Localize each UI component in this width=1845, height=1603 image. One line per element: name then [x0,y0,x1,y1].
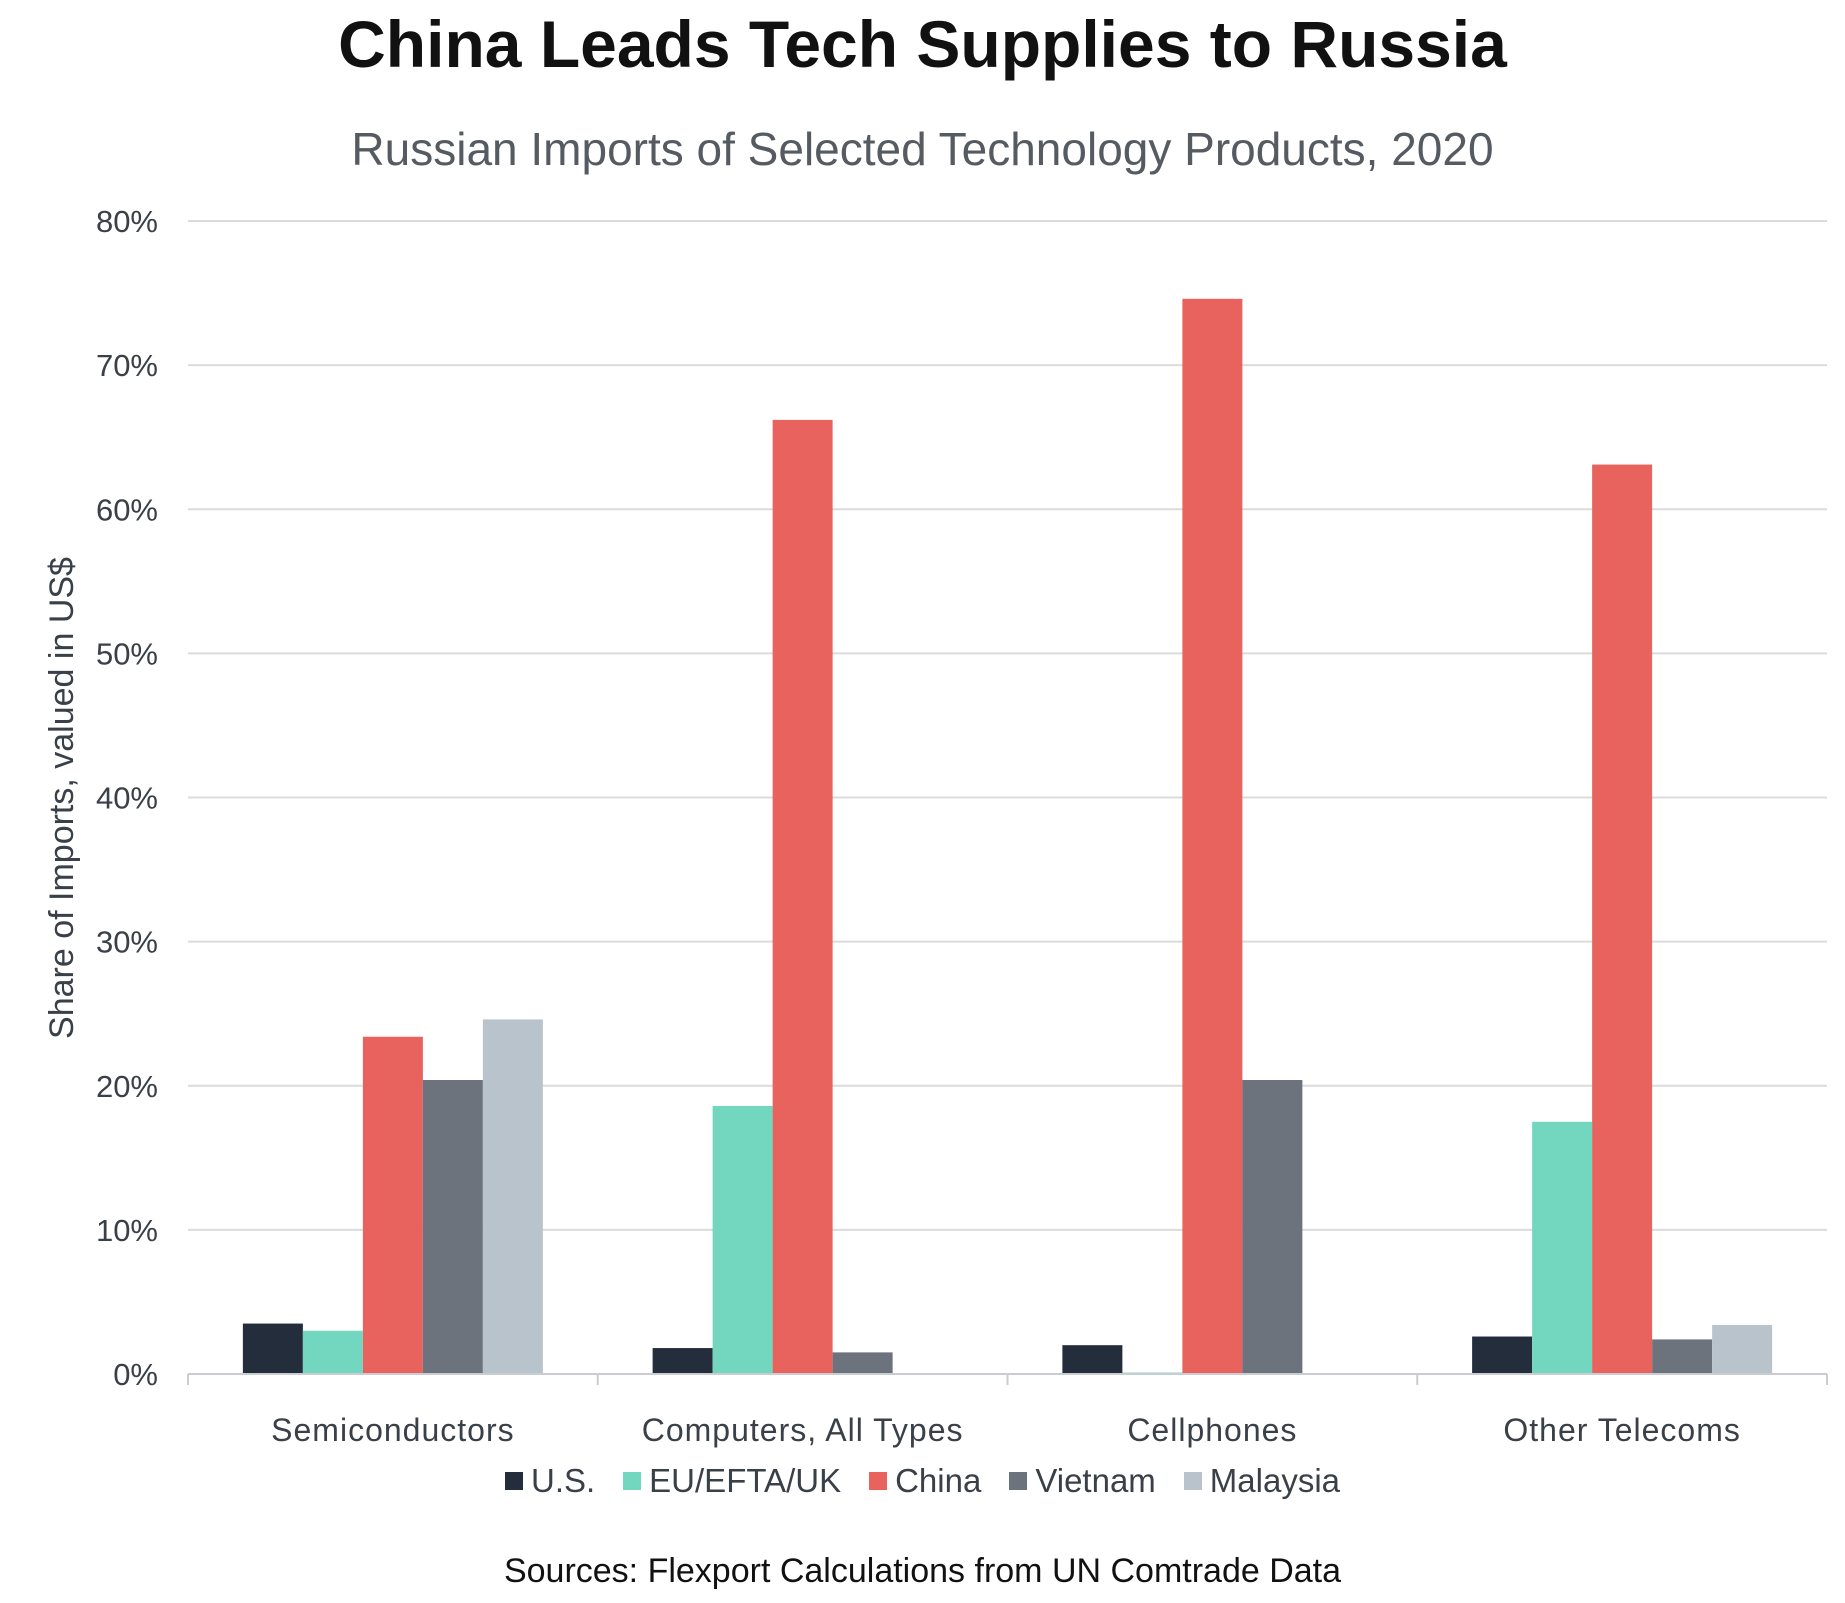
chart-title: China Leads Tech Supplies to Russia [338,7,1507,81]
x-tick-label: Semiconductors [271,1412,514,1448]
bar-china-1 [772,419,833,1375]
legend: U.S. EU/EFTA/UK China Vietnam Malaysia [0,1462,1845,1500]
bar-vietnam-2 [1242,1079,1303,1374]
legend-item: U.S. [504,1462,596,1500]
y-tick-label: 20% [96,1069,158,1104]
legend-swatch [504,1472,523,1490]
bars [242,298,1773,1375]
y-axis-label: Share of Imports, valued in US$ [43,557,81,1039]
legend-swatch [1009,1472,1028,1490]
legend-label: U.S. [530,1462,596,1499]
bar-u-s--0 [242,1323,303,1374]
y-tick-label: 50% [96,636,158,671]
legend-item: Malaysia [1183,1462,1341,1500]
source-note: Sources: Flexport Calculations from UN C… [503,1552,1342,1590]
bar-china-2 [1182,298,1243,1374]
legend-label: Vietnam [1035,1462,1156,1499]
bar-eu-efta-uk-0 [302,1330,363,1374]
legend-swatch [623,1472,642,1490]
legend-item: Vietnam [1009,1462,1156,1500]
legend-label: EU/EFTA/UK [649,1462,842,1499]
bar-u-s--2 [1062,1345,1123,1374]
bar-malaysia-0 [482,1019,543,1374]
x-tick-label: Computers, All Types [642,1412,964,1448]
axes: 0% 10% 20% 30% 40% 50% 60% 70% 80% Semiconductors… [96,204,1828,1448]
grid-lines [188,220,1827,1231]
y-tick-label: 70% [96,348,158,383]
bar-malaysia-3 [1712,1324,1773,1374]
chart-subtitle: Russian Imports of Selected Technology P… [351,123,1494,175]
y-tick-label: 0% [113,1357,158,1392]
y-tick-label: 60% [96,492,158,527]
bar-vietnam-0 [422,1079,483,1374]
y-tick-label: 30% [96,925,158,960]
bar-u-s--3 [1472,1336,1533,1374]
bar-vietnam-1 [832,1352,893,1374]
bar-eu-efta-uk-3 [1532,1121,1593,1374]
x-tick-label: Other Telecoms [1503,1412,1741,1448]
bar-china-3 [1592,464,1653,1374]
bar-vietnam-3 [1652,1339,1713,1374]
bar-eu-efta-uk-1 [712,1105,773,1374]
x-tick-label: Cellphones [1127,1412,1297,1448]
legend-item: EU/EFTA/UK [623,1462,841,1500]
legend-label: Malaysia [1209,1462,1341,1499]
y-tick-label: 10% [96,1213,158,1248]
y-tick-label: 40% [96,781,158,816]
legend-swatch [1183,1472,1202,1490]
legend-label: China [895,1462,982,1499]
legend-item: China [869,1462,981,1500]
bar-u-s--1 [652,1348,713,1374]
bar-china-0 [362,1036,423,1374]
legend-swatch [869,1472,888,1490]
y-tick-label: 80% [96,204,158,239]
